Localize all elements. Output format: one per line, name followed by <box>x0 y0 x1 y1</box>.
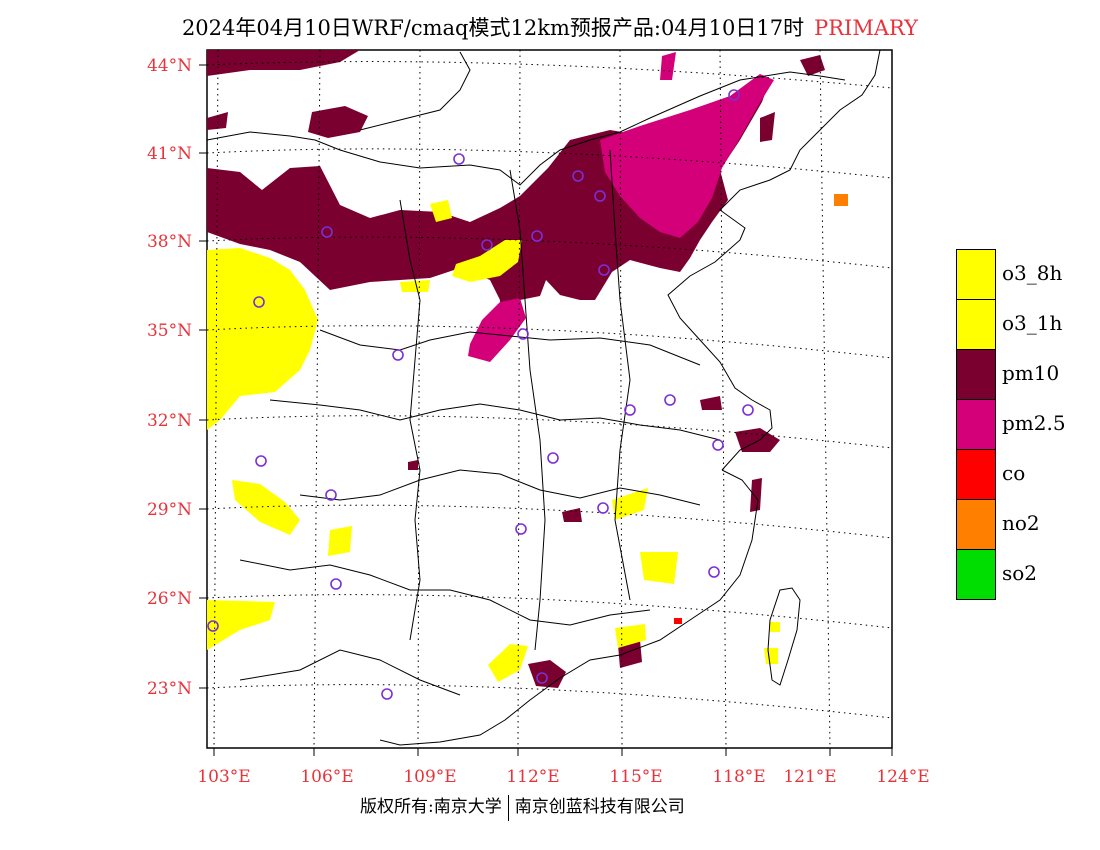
legend-label: co <box>1002 461 1026 485</box>
pollution-areas <box>207 50 848 688</box>
station-marker <box>325 489 337 501</box>
station-marker <box>453 153 465 165</box>
lon-label: 103°E <box>197 767 250 787</box>
legend-swatch <box>956 449 996 500</box>
station-marker <box>624 404 636 416</box>
station-marker <box>597 502 609 514</box>
legend-label: so2 <box>1002 561 1038 585</box>
no2-spot <box>834 194 848 206</box>
lat-label: 35°N <box>147 321 192 341</box>
map-frame <box>206 49 893 749</box>
lat-label: 41°N <box>147 144 192 164</box>
lon-label: 115°E <box>609 767 662 787</box>
station-marker <box>664 394 676 406</box>
copyright-left: 版权所有:南京大学 <box>360 797 502 817</box>
station-marker <box>515 523 527 535</box>
station-markers <box>207 89 754 700</box>
co-spot <box>674 618 682 624</box>
station-marker <box>572 170 584 182</box>
title-tag: PRIMARY <box>814 16 919 40</box>
legend-swatch <box>956 249 996 300</box>
station-marker <box>330 578 342 590</box>
legend-swatch <box>956 349 996 400</box>
copyright-footer: 版权所有:南京大学 南京创蓝科技有限公司 <box>360 792 685 821</box>
lat-label: 26°N <box>147 589 192 609</box>
lon-label: 106°E <box>300 767 353 787</box>
station-marker <box>207 620 219 632</box>
lat-label: 32°N <box>147 411 192 431</box>
lon-labels: 103°E 106°E 109°E 112°E 115°E 118°E 121°… <box>197 767 929 787</box>
legend-label: pm10 <box>1002 361 1060 385</box>
lat-ticks <box>199 64 207 689</box>
legend-label: o3_8h <box>1002 261 1063 285</box>
station-marker <box>712 439 724 451</box>
station-marker <box>253 296 265 308</box>
legend-swatch <box>956 299 996 350</box>
legend-swatch <box>956 499 996 550</box>
legend-label: o3_1h <box>1002 311 1063 335</box>
station-marker <box>392 349 404 361</box>
station-marker <box>531 230 543 242</box>
station-marker <box>594 190 606 202</box>
lon-ticks <box>213 748 893 756</box>
title-main: 2024年04月10日WRF/cmaq模式12km预报产品:04月10日17时 <box>181 16 805 40</box>
lat-label: 23°N <box>147 679 192 699</box>
station-marker <box>536 672 548 684</box>
station-marker <box>728 89 740 101</box>
station-marker <box>742 404 754 416</box>
legend-label: no2 <box>1002 511 1040 535</box>
legend-swatch <box>956 549 996 600</box>
copyright-right: 南京创蓝科技有限公司 <box>514 797 685 817</box>
lat-label: 29°N <box>147 500 192 520</box>
lon-label: 112°E <box>506 767 559 787</box>
station-marker <box>708 566 720 578</box>
legend-label: pm2.5 <box>1002 411 1066 435</box>
station-marker <box>255 455 267 467</box>
lat-labels: 44°N 41°N 38°N 35°N 32°N 29°N 26°N 23°N <box>147 56 192 699</box>
lon-label: 118°E <box>712 767 765 787</box>
lat-label: 38°N <box>147 232 192 252</box>
graticule <box>206 49 893 749</box>
station-marker <box>381 688 393 700</box>
station-marker <box>517 328 529 340</box>
map-title: 2024年04月10日WRF/cmaq模式12km预报产品:04月10日17时 P… <box>0 12 1100 42</box>
lon-label: 121°E <box>783 767 836 787</box>
pm25-areas <box>468 52 774 362</box>
station-marker <box>598 264 610 276</box>
station-marker <box>481 239 493 251</box>
footer-divider <box>507 794 509 821</box>
lon-label: 109°E <box>403 767 456 787</box>
station-marker <box>321 226 333 238</box>
station-marker <box>547 452 559 464</box>
lon-label: 124°E <box>876 767 929 787</box>
o3-areas <box>207 200 780 682</box>
legend-swatch <box>956 399 996 450</box>
lat-label: 44°N <box>147 56 192 76</box>
